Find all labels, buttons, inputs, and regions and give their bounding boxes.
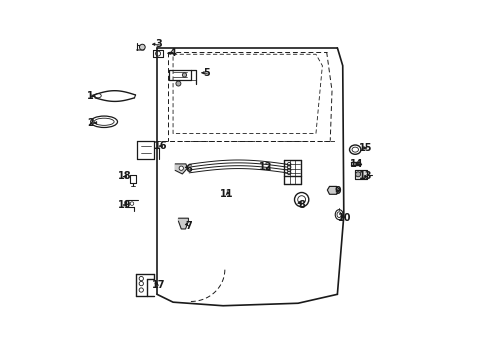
Text: 11: 11	[220, 189, 233, 199]
Text: 13: 13	[359, 171, 372, 181]
Text: 17: 17	[152, 280, 165, 291]
Text: 10: 10	[337, 212, 350, 222]
Text: 8: 8	[298, 200, 305, 210]
Polygon shape	[354, 170, 366, 179]
Text: 2: 2	[87, 118, 93, 128]
Text: 3: 3	[155, 39, 162, 49]
Text: 18: 18	[118, 171, 131, 181]
Polygon shape	[326, 186, 339, 194]
Text: 7: 7	[185, 221, 192, 231]
Text: 1: 1	[87, 91, 93, 101]
Text: 4: 4	[169, 48, 176, 58]
Text: 6: 6	[185, 164, 192, 174]
Text: 9: 9	[333, 186, 340, 196]
Circle shape	[179, 166, 183, 170]
Text: 16: 16	[154, 141, 167, 151]
Text: 15: 15	[359, 143, 372, 153]
Text: 5: 5	[203, 68, 210, 78]
Text: 19: 19	[118, 200, 131, 210]
Circle shape	[182, 73, 186, 77]
Circle shape	[176, 81, 181, 86]
Polygon shape	[175, 164, 187, 174]
Text: 14: 14	[349, 159, 363, 169]
Circle shape	[139, 44, 145, 50]
Circle shape	[355, 172, 360, 177]
Polygon shape	[178, 218, 188, 229]
Text: 12: 12	[259, 162, 272, 172]
